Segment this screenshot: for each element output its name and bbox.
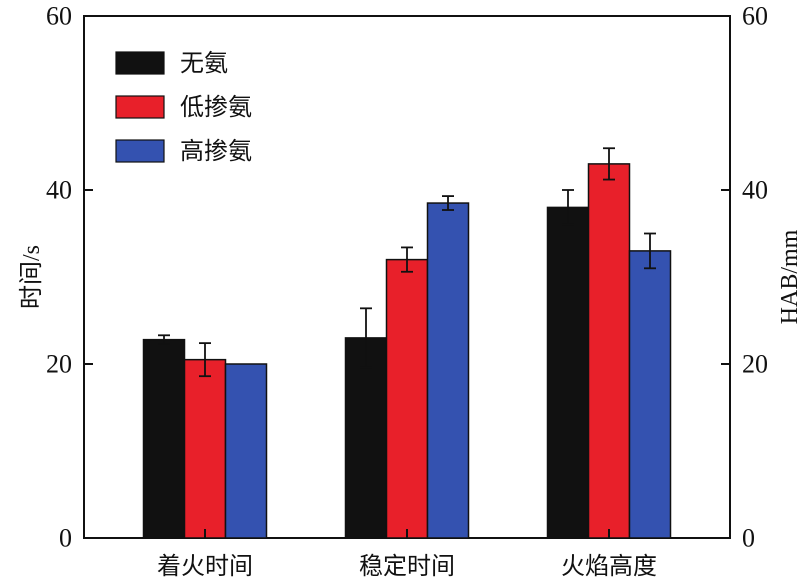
- x-tick-label: 着火时间: [157, 552, 253, 580]
- y-tick-label: 0: [59, 524, 72, 553]
- bar: [546, 206, 590, 539]
- x-tick-label: 稳定时间: [359, 552, 455, 580]
- bar: [628, 250, 672, 539]
- y2-tick-label: 0: [742, 524, 755, 553]
- x-tick-label: 火焰高度: [561, 552, 657, 580]
- legend-label: 高掺氨: [180, 137, 252, 165]
- legend-label: 无氨: [180, 49, 228, 77]
- y-tick-label: 40: [46, 176, 72, 205]
- y2-tick-label: 40: [742, 176, 768, 205]
- y2-tick-label: 20: [742, 350, 768, 379]
- y-tick-label: 60: [46, 2, 72, 31]
- bar: [426, 202, 470, 539]
- bars-layer: [142, 147, 672, 539]
- legend-label: 低掺氨: [180, 93, 252, 121]
- y-tick-label: 20: [46, 350, 72, 379]
- ticks-layer: 0 20 40 60 0 20 40 60 着火时间 稳定时间 火焰高度: [46, 2, 768, 581]
- bar: [385, 258, 429, 539]
- y2-tick-label: 60: [742, 2, 768, 31]
- legend-swatch: [115, 139, 165, 163]
- bar: [587, 163, 631, 539]
- legend-swatch: [115, 51, 165, 75]
- y2-axis-title: HAB/mm: [777, 229, 803, 324]
- bar: [224, 363, 268, 539]
- y-axis-title: 时间/s: [18, 245, 45, 309]
- bar: [183, 358, 227, 539]
- legend-swatch: [115, 95, 165, 119]
- bar: [142, 338, 186, 539]
